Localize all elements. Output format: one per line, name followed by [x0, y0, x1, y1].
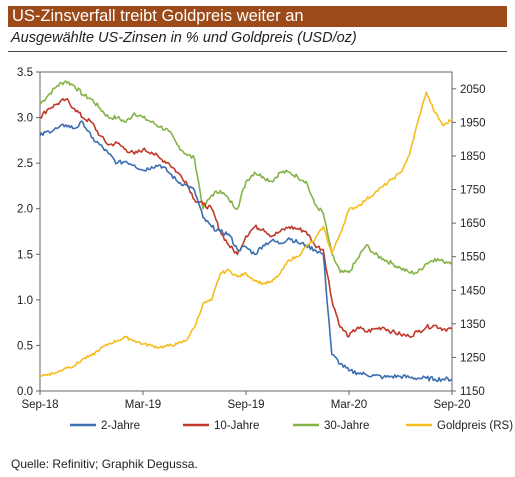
y-right-tick-label: 1350 — [460, 319, 486, 331]
y-left-tick-label: 0.5 — [17, 340, 33, 352]
chart-legend: 2-Jahre 10-Jahre 30-Jahre Goldpreis (RS) — [70, 420, 513, 432]
y-left-tick-label: 1.0 — [17, 295, 33, 307]
x-tick-label: Sep-19 — [227, 399, 264, 411]
y-left-tick-label: 0.0 — [17, 386, 33, 398]
y-right-tick-label: 1850 — [460, 151, 486, 163]
series-layer — [39, 80, 453, 383]
series-line — [39, 98, 453, 339]
legend-label: Goldpreis (RS) — [437, 420, 513, 432]
line-chart: 0.0 0.5 1.0 1.5 2.0 2.5 3.0 3.5 1150 1250 1350 1450… — [17, 67, 513, 432]
chart-title: US-Zinsverfall treibt Goldpreis weiter a… — [8, 6, 507, 27]
chart-subtitle: Ausgewählte US-Zinsen in % und Goldpreis… — [11, 30, 357, 46]
source-note: Quelle: Refinitiv; Graphik Degussa. — [11, 457, 198, 471]
title-divider — [8, 51, 507, 52]
y-right-tick-label: 1950 — [460, 117, 486, 129]
series-line — [39, 120, 453, 383]
y-right-tick-label: 1550 — [460, 252, 486, 264]
y-left-tick-label: 2.0 — [17, 204, 33, 216]
legend-label: 2-Jahre — [101, 420, 140, 432]
x-tick-label: Sep-20 — [433, 399, 470, 411]
chart-axes: 0.0 0.5 1.0 1.5 2.0 2.5 3.0 3.5 1150 1250 1350 1450… — [17, 67, 486, 411]
series-line — [39, 80, 453, 275]
x-tick-label: Mar-19 — [125, 399, 161, 411]
series-line — [39, 91, 453, 378]
y-right-tick-label: 2050 — [460, 84, 486, 96]
legend-label: 30-Jahre — [324, 420, 369, 432]
x-tick-label: Mar-20 — [331, 399, 367, 411]
y-left-tick-label: 3.0 — [17, 113, 33, 125]
plot-frame — [39, 71, 453, 392]
y-right-tick-label: 1250 — [460, 352, 486, 364]
y-left-tick-label: 3.5 — [17, 67, 33, 79]
y-right-tick-label: 1650 — [460, 218, 486, 230]
y-right-tick-label: 1450 — [460, 285, 486, 297]
x-tick-label: Sep-18 — [21, 399, 58, 411]
y-right-tick-label: 1150 — [460, 386, 485, 398]
y-right-tick-label: 1750 — [460, 185, 486, 197]
y-left-tick-label: 1.5 — [17, 249, 33, 261]
legend-label: 10-Jahre — [214, 420, 259, 432]
y-left-tick-label: 2.5 — [17, 158, 33, 170]
